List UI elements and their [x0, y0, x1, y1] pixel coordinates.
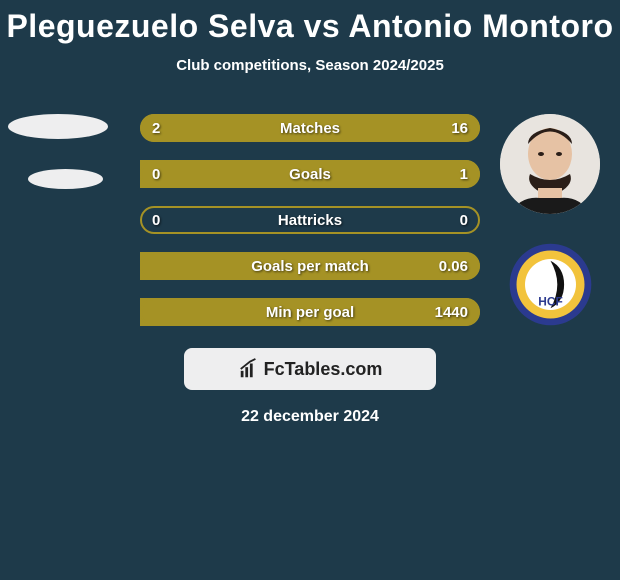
bar-value-right: 1: [460, 166, 468, 183]
bar-label: Matches: [140, 120, 480, 137]
footer-date: 22 december 2024: [0, 408, 620, 426]
bar-value-right: 16: [451, 120, 468, 137]
stat-bar: 0Hattricks0: [140, 206, 480, 234]
stat-bar: 2Matches16: [140, 114, 480, 142]
stat-bar: 0Goals1: [140, 160, 480, 188]
bar-label: Hattricks: [140, 212, 480, 229]
page-title: Pleguezuelo Selva vs Antonio Montoro: [0, 8, 620, 45]
left-club-badge: [28, 169, 103, 189]
subtitle: Club competitions, Season 2024/2025: [0, 57, 620, 74]
right-club-badge: HCF: [508, 242, 593, 327]
comparison-panel: HCF 2Matches160Goals10Hattricks0Goals pe…: [0, 114, 620, 426]
bar-label: Goals per match: [140, 258, 480, 275]
bar-label: Goals: [140, 166, 480, 183]
bar-value-right: 0: [460, 212, 468, 229]
bar-value-right: 1440: [435, 304, 468, 321]
bar-label: Min per goal: [140, 304, 480, 321]
right-player-images: HCF: [500, 114, 600, 327]
brand-panel: FcTables.com: [184, 348, 436, 390]
bar-value-right: 0.06: [439, 258, 468, 275]
stat-bar: Goals per match0.06: [140, 252, 480, 280]
right-player-avatar: [500, 114, 600, 214]
left-player-avatar: [8, 114, 108, 139]
brand-text: FcTables.com: [264, 359, 383, 380]
chart-icon: [238, 358, 260, 380]
stat-bar: Min per goal1440: [140, 298, 480, 326]
left-player-images: [8, 114, 108, 189]
svg-text:HCF: HCF: [538, 295, 562, 309]
stat-bars: 2Matches160Goals10Hattricks0Goals per ma…: [140, 114, 480, 326]
